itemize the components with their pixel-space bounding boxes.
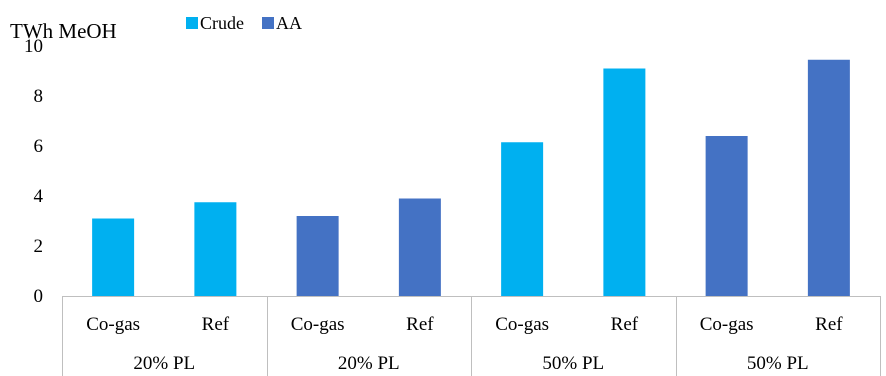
x-tick-label: Co-gas [291,314,345,335]
legend-swatch-aa [262,17,274,29]
bar-crude-ref [603,68,646,296]
x-tick-label: Ref [815,314,843,335]
x-group-label: 20% PL [338,353,400,374]
x-tick-label: Ref [611,314,639,335]
y-tick-label: 10 [24,36,43,57]
bar-aa-ref [807,59,850,296]
legend: Crude AA [186,13,302,33]
bar-aa-co-gas [296,216,339,296]
bar-crude-co-gas [92,218,135,296]
x-tick-label: Ref [406,314,434,335]
y-axis-title: TWh MeOH [10,19,117,43]
bars [92,59,850,296]
y-axis-ticks: 0 2 4 6 8 10 [24,36,44,307]
x-group-label: 50% PL [747,353,809,374]
bar-crude-co-gas [501,142,544,296]
legend-label-crude: Crude [200,13,244,33]
x-tick-label: Co-gas [495,314,549,335]
bar-crude-ref [194,202,237,296]
legend-swatch-crude [186,17,198,29]
x-group-label: 50% PL [542,353,604,374]
bar-aa-ref [398,198,441,296]
y-tick-label: 6 [34,136,44,157]
y-tick-label: 0 [34,286,44,307]
x-tick-label: Co-gas [86,314,140,335]
y-tick-label: 2 [34,236,44,257]
x-tick-label: Co-gas [700,314,754,335]
legend-label-aa: AA [276,13,302,33]
x-tick-label: Ref [202,314,230,335]
y-tick-label: 4 [34,186,44,207]
bar-aa-co-gas [705,136,748,296]
x-axis: Co-gas Ref 20% PL Co-gas Ref 20% PL Co-gas Ref 5… [62,296,881,376]
x-group-label: 20% PL [133,353,195,374]
y-tick-label: 8 [34,86,44,107]
